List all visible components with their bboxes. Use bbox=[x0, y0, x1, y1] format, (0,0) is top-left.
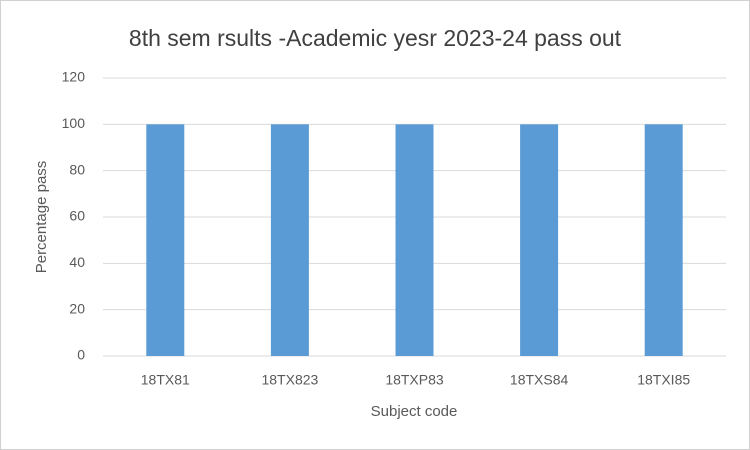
y-tick-label: 20 bbox=[69, 300, 85, 316]
y-tick-label: 100 bbox=[62, 115, 86, 131]
bar bbox=[395, 124, 434, 356]
x-tick-label: 18TX823 bbox=[261, 372, 318, 388]
x-tick-label: 18TXI85 bbox=[637, 372, 690, 388]
chart-title: 8th sem rsults -Academic yesr 2023-24 pa… bbox=[129, 25, 622, 51]
y-tick-label: 120 bbox=[62, 69, 86, 85]
y-axis-title: Percentage pass bbox=[33, 161, 50, 274]
bar bbox=[644, 124, 683, 356]
x-tick-label: 18TXP83 bbox=[385, 372, 444, 388]
x-axis-title: Subject code bbox=[371, 403, 458, 420]
x-tick-label: 18TX81 bbox=[141, 372, 190, 388]
y-tick-label: 60 bbox=[69, 208, 85, 224]
y-tick-label: 40 bbox=[69, 254, 85, 270]
y-tick-label: 0 bbox=[77, 347, 85, 363]
x-tick-label: 18TXS84 bbox=[510, 372, 569, 388]
bar bbox=[520, 124, 559, 356]
bar bbox=[146, 124, 185, 356]
y-tick-label: 80 bbox=[69, 161, 85, 177]
bar bbox=[270, 124, 309, 356]
